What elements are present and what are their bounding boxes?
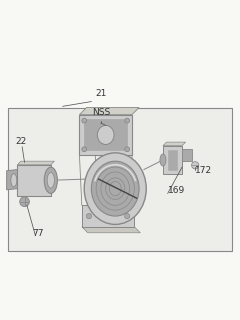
Ellipse shape (97, 125, 114, 145)
Circle shape (86, 213, 92, 219)
Bar (168, 150, 177, 170)
Text: 172: 172 (195, 166, 212, 175)
Polygon shape (79, 108, 139, 115)
Ellipse shape (47, 172, 54, 188)
Bar (17, 165, 51, 196)
Bar (82, 205, 134, 227)
Circle shape (82, 118, 87, 123)
Text: 21: 21 (95, 89, 107, 98)
Ellipse shape (11, 174, 17, 187)
Ellipse shape (44, 167, 57, 193)
Ellipse shape (84, 153, 146, 224)
Circle shape (125, 147, 130, 152)
Polygon shape (82, 227, 140, 233)
Bar (182, 149, 192, 161)
Circle shape (125, 118, 130, 123)
Bar (163, 146, 182, 174)
Ellipse shape (160, 154, 166, 166)
Polygon shape (163, 142, 186, 146)
Circle shape (192, 162, 199, 169)
Bar (79, 115, 132, 155)
Circle shape (20, 197, 29, 206)
Polygon shape (17, 161, 54, 165)
Circle shape (82, 147, 87, 152)
Polygon shape (7, 170, 17, 190)
Bar (84, 119, 127, 150)
Ellipse shape (91, 161, 139, 216)
Text: 22: 22 (15, 137, 27, 146)
Text: 169: 169 (168, 186, 185, 195)
Text: 77: 77 (32, 228, 43, 237)
Circle shape (125, 213, 130, 219)
Text: NSS: NSS (92, 108, 110, 117)
Bar (8, 108, 232, 251)
